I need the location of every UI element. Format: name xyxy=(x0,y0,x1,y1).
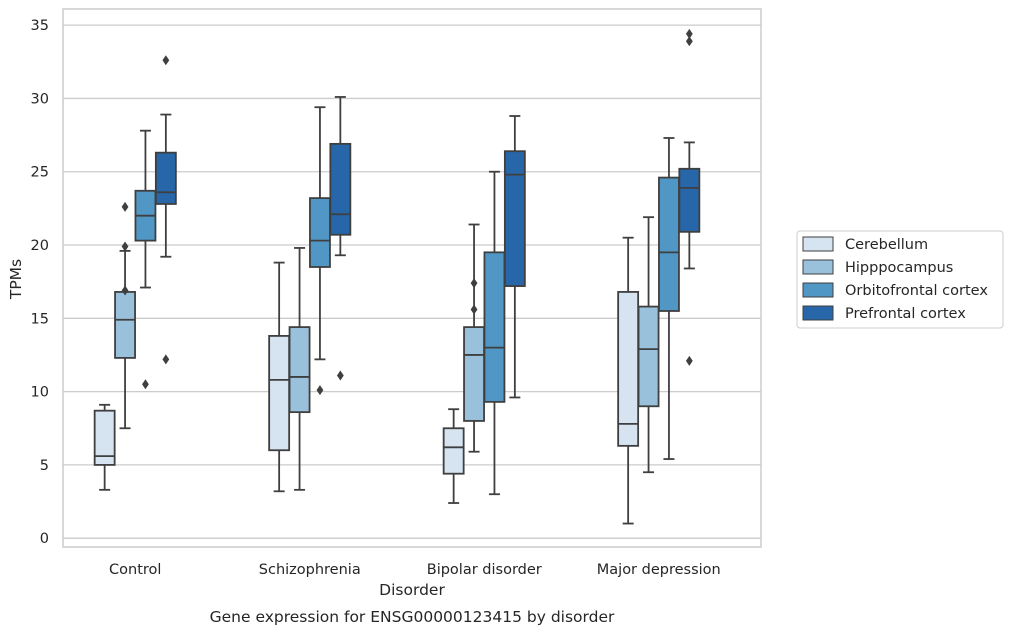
outlier-point xyxy=(685,28,693,39)
box xyxy=(154,151,177,205)
box xyxy=(309,197,331,268)
outlier-point xyxy=(685,355,693,366)
box-group xyxy=(114,201,136,430)
outlier-point xyxy=(121,285,129,296)
x-tick-label: Major depression xyxy=(597,562,721,578)
outlier-point xyxy=(121,241,129,252)
box xyxy=(617,291,640,447)
box-group xyxy=(637,216,660,474)
boxes xyxy=(93,28,701,525)
y-tick-label: 35 xyxy=(31,18,49,34)
outlier-point xyxy=(162,354,170,365)
x-tick-label: Schizophrenia xyxy=(259,562,361,578)
box-group xyxy=(617,236,640,525)
box xyxy=(658,176,680,312)
legend-swatch xyxy=(802,305,834,321)
x-tick-label: Bipolar disorder xyxy=(427,562,542,578)
outlier-point xyxy=(121,201,129,212)
y-axis-label: TPMs xyxy=(7,259,25,300)
y-tick-label: 15 xyxy=(31,311,49,327)
box xyxy=(114,291,136,359)
legend: Cerebellum Hipppocampus Orbitofrontal cort… xyxy=(796,230,1004,329)
legend-swatch xyxy=(802,259,834,275)
y-tick-labels: 0 5 10 15 20 25 30 35 xyxy=(31,18,49,547)
box-group xyxy=(288,247,311,491)
outlier-point xyxy=(470,304,478,315)
y-tick-label: 20 xyxy=(31,238,49,254)
legend-label: Orbitofrontal cortex xyxy=(845,283,988,299)
outlier-point xyxy=(142,379,149,390)
legend-label: Prefrontal cortex xyxy=(845,306,966,322)
box xyxy=(268,335,291,452)
x-tick-labels: Control Schizophrenia Bipolar disorder Majo… xyxy=(109,562,721,578)
legend-swatch xyxy=(802,236,834,252)
y-tick-label: 30 xyxy=(31,91,49,107)
box-group xyxy=(329,96,352,381)
outlier-point xyxy=(685,36,693,47)
box-group xyxy=(483,170,506,496)
plot-frame xyxy=(62,8,762,548)
legend-swatch xyxy=(802,282,834,298)
box-group xyxy=(93,403,116,491)
outlier-point xyxy=(470,278,478,289)
legend-label: Hipppocampus xyxy=(845,260,953,276)
y-tick-label: 0 xyxy=(40,531,49,547)
box xyxy=(637,305,660,408)
outlier-point xyxy=(316,385,324,396)
box xyxy=(442,427,465,475)
y-tick-label: 5 xyxy=(40,458,49,474)
figure-caption: Gene expression for ENSG00000123415 by d… xyxy=(210,608,615,626)
y-tick-label: 10 xyxy=(31,385,49,401)
box xyxy=(93,409,116,466)
box xyxy=(463,326,485,422)
x-axis-label: Disorder xyxy=(379,581,445,599)
outlier-point xyxy=(336,370,344,381)
plot-area xyxy=(63,9,761,547)
legend-frame xyxy=(796,230,1004,329)
legend-label: Cerebellum xyxy=(845,237,928,253)
box xyxy=(678,167,701,233)
gridlines xyxy=(63,24,761,539)
box xyxy=(483,251,506,403)
box xyxy=(503,150,526,287)
box xyxy=(288,326,311,414)
box-group xyxy=(442,408,465,504)
box-group xyxy=(134,129,157,390)
y-tick-label: 25 xyxy=(31,165,49,181)
box-group xyxy=(658,137,680,460)
box-group xyxy=(503,115,526,399)
outlier-point xyxy=(162,55,170,66)
box xyxy=(329,142,352,236)
x-tick-label: Control xyxy=(109,562,161,578)
box-group xyxy=(678,28,701,366)
box-group xyxy=(154,55,177,365)
